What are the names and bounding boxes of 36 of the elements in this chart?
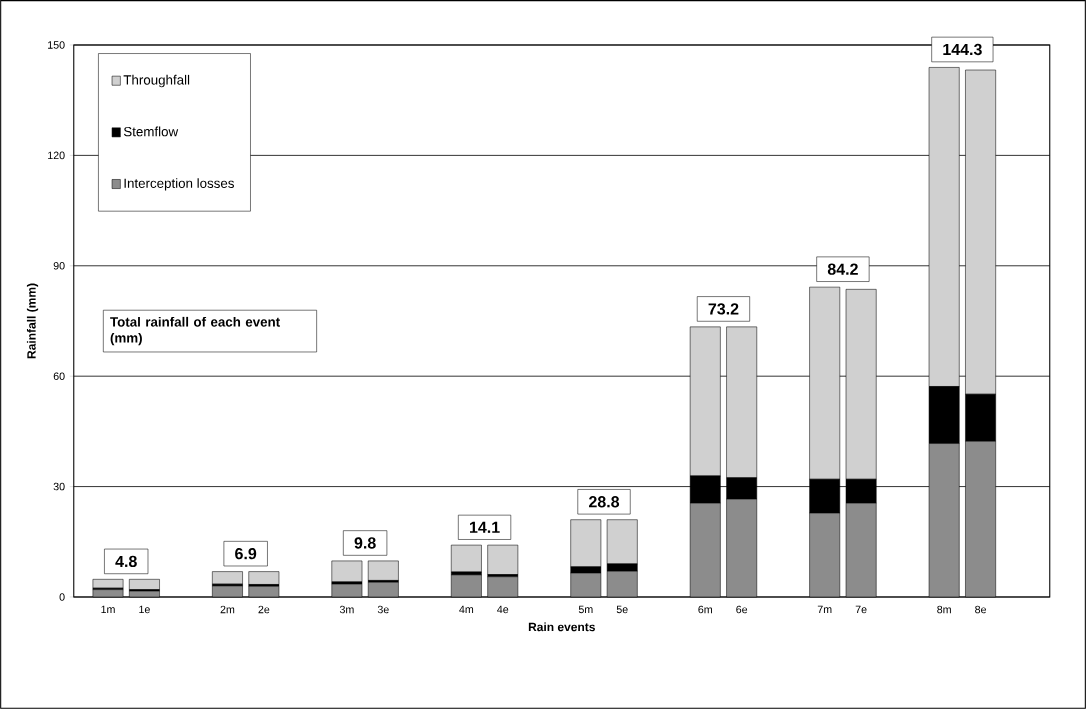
x-tick-label: 2e <box>258 605 270 614</box>
y-tick-label: 30 <box>53 482 65 491</box>
x-tick-label: 2m <box>220 605 235 614</box>
y-tick-label: 0 <box>59 593 65 601</box>
x-tick-label: 3m <box>339 605 354 614</box>
legend-label: Stemflow <box>123 126 179 137</box>
y-tick-label: 120 <box>48 151 65 160</box>
annotation: 73.2 <box>708 303 739 315</box>
x-axis-title: Rain events <box>528 622 595 632</box>
y-tick-label: 150 <box>48 41 65 49</box>
annotation: Total rainfall of each event (mm) <box>110 316 280 346</box>
x-tick-label: 1m <box>101 605 115 614</box>
annotation: 4.8 <box>115 555 137 568</box>
legend-label: Throughfall <box>123 74 190 88</box>
x-tick-label: 7e <box>855 605 867 614</box>
annotation: 14.1 <box>470 521 500 533</box>
x-tick-label: 5m <box>578 605 593 614</box>
x-tick-label: 6m <box>698 605 712 614</box>
annotation: 28.8 <box>589 496 620 508</box>
annotation: 9.8 <box>354 537 376 549</box>
x-tick-label: 7m <box>817 605 832 614</box>
x-tick-label: 8m <box>937 605 951 614</box>
y-axis-title: Rainfall (mm) <box>26 283 39 359</box>
y-tick-label: 90 <box>53 262 65 270</box>
legend-label: Interception losses <box>124 178 234 191</box>
annotation: 84.2 <box>827 263 858 275</box>
x-tick-label: 6e <box>736 605 748 614</box>
annotation: 6.9 <box>235 548 257 560</box>
annotation: 144.3 <box>943 43 982 56</box>
y-tick-label: 60 <box>53 372 65 380</box>
x-tick-label: 3e <box>377 605 389 614</box>
x-tick-label: 8e <box>975 605 987 614</box>
x-tick-label: 4e <box>497 605 509 614</box>
x-tick-label: 1e <box>139 605 150 614</box>
x-tick-label: 4m <box>459 605 474 614</box>
x-tick-label: 5e <box>616 605 628 614</box>
